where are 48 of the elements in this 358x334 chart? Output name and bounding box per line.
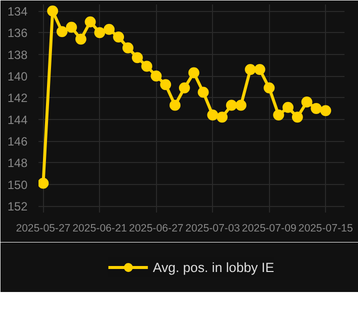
point	[216, 112, 228, 123]
y-tick-label: 152	[7, 200, 28, 214]
point	[150, 70, 162, 82]
point	[244, 64, 256, 75]
point	[254, 64, 266, 75]
x-tick-label: 2025-06-21	[72, 222, 128, 234]
point	[310, 103, 322, 114]
point	[273, 110, 284, 120]
y-tick-label: 138	[7, 48, 28, 62]
point	[170, 100, 181, 111]
point	[84, 16, 96, 28]
y-tick-label: 146	[7, 134, 28, 148]
point	[132, 52, 143, 64]
y-tick-label: 144	[7, 112, 28, 127]
point	[235, 100, 246, 111]
point	[94, 27, 106, 38]
x-tick-label: 2025-07-03	[185, 222, 240, 234]
point	[264, 82, 275, 94]
point	[282, 102, 294, 113]
point	[113, 32, 124, 42]
point	[104, 24, 115, 35]
point	[188, 67, 200, 78]
y-tick-label: 150	[7, 178, 28, 192]
point	[160, 79, 172, 90]
x-tick-label: 2025-05-27	[16, 222, 71, 234]
point	[122, 42, 134, 54]
y-tick-label: 136	[7, 26, 28, 40]
y-tick-label: 142	[7, 91, 28, 106]
point	[141, 60, 152, 72]
point	[56, 26, 68, 38]
y-tick-label: 134	[7, 4, 28, 18]
point	[226, 100, 238, 111]
y-tick-label: 148	[7, 156, 28, 170]
point	[198, 86, 209, 98]
point	[66, 22, 77, 33]
point	[320, 105, 332, 116]
point	[38, 178, 49, 189]
legend-label: Avg. pos. in lobby IE	[152, 260, 274, 274]
point	[292, 112, 303, 123]
x-tick-label: 2025-06-27	[128, 222, 184, 234]
y-tick-label: 140	[7, 70, 28, 84]
point	[178, 82, 190, 94]
point	[75, 34, 86, 45]
x-tick-label: 2025-07-15	[298, 222, 353, 234]
point	[47, 6, 58, 16]
point	[301, 96, 312, 108]
x-tick-label: 2025-07-09	[242, 222, 297, 234]
point	[207, 110, 218, 120]
